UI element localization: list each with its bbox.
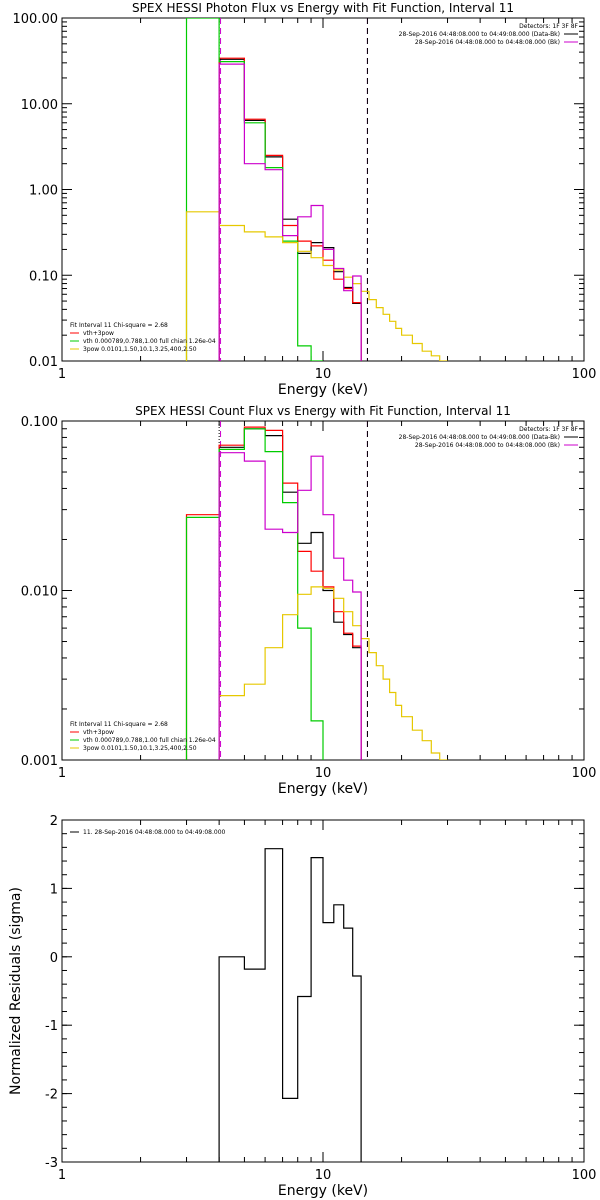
legend-left-entry: vth 0.000789,0.788,1.00 full chian 1.26e… xyxy=(83,737,216,744)
x-axis-label: Energy (keV) xyxy=(278,781,368,797)
series-1-line xyxy=(185,426,362,760)
x-tick-label: 10 xyxy=(315,1168,332,1183)
y-tick-label: -3 xyxy=(45,1156,58,1171)
chart-title: SPEX HESSI Photon Flux vs Energy with Fi… xyxy=(132,1,514,15)
y-tick-label: 100.00 xyxy=(13,12,59,27)
y-tick-label: 1 xyxy=(50,882,58,897)
series-0-line xyxy=(218,428,362,760)
y-tick-label: 0.001 xyxy=(21,754,58,769)
legend-fit-header: Fit Interval 11 Chi-square = 2.68 xyxy=(70,322,168,329)
panel-1: SPEX HESSI Photon Flux vs Energy with Fi… xyxy=(13,1,597,398)
legend-right-entry: 28-Sep-2016 04:48:08.000 to 04:48:08.000… xyxy=(415,442,560,449)
x-tick-label: 100 xyxy=(572,766,597,781)
legend-left-entry: 11. 28-Sep-2016 04:48:08.000 to 04:49:08… xyxy=(83,829,226,836)
y-tick-label: -1 xyxy=(45,1019,58,1034)
series-group xyxy=(185,426,448,760)
legend-left-entry: vth 0.000789,0.788,1.00 full chian 1.26e… xyxy=(83,338,216,345)
x-tick-label: 10 xyxy=(315,367,332,382)
y-tick-label: 0.100 xyxy=(21,415,58,430)
y-tick-label: 0.10 xyxy=(29,269,58,284)
series-2-line xyxy=(185,18,323,361)
y-tick-label: -2 xyxy=(45,1088,58,1103)
series-4-line xyxy=(218,63,362,361)
x-tick-label: 100 xyxy=(572,1168,597,1183)
x-tick-label: 100 xyxy=(572,367,597,382)
plot-frame xyxy=(61,17,585,362)
y-axis-label: Normalized Residuals (sigma) xyxy=(8,887,24,1095)
panel-3: 1 10 100 -3 -2 -1 0 1 2 Energy (keV) Normalized Re… xyxy=(8,814,596,1199)
y-tick-label: 2 xyxy=(50,814,58,829)
legend-fit-header: Fit Interval 11 Chi-square = 2.68 xyxy=(70,721,168,728)
panel-2: SPEX HESSI Count Flux vs Energy with Fit… xyxy=(21,404,597,797)
legend-left-entry: 3pow 0.0101,1.50,10.1,3.25,400,2.50 xyxy=(83,346,197,353)
x-tick-label: 1 xyxy=(58,766,66,781)
legend-left-entry: vth+3pow xyxy=(83,330,114,337)
series-group xyxy=(218,848,362,1162)
legend-detectors: Detectors: 1F 3F 8F xyxy=(519,23,578,30)
legend-left-entry: vth+3pow xyxy=(83,729,114,736)
y-tick-label: 10.00 xyxy=(21,98,58,113)
y-tick-label: 0.010 xyxy=(21,585,58,600)
series-group xyxy=(185,18,448,361)
y-tick-label: 1.00 xyxy=(29,184,58,199)
series-1-line xyxy=(218,57,362,361)
x-tick-label: 1 xyxy=(58,367,66,382)
y-tick-label: 0.01 xyxy=(29,355,58,370)
x-axis-label: Energy (keV) xyxy=(278,1183,368,1199)
x-tick-label: 1 xyxy=(58,1168,66,1183)
series-0-line xyxy=(218,848,362,1162)
series-3-line xyxy=(185,211,448,361)
y-tick-label: 0 xyxy=(50,951,58,966)
chart-title: SPEX HESSI Count Flux vs Energy with Fit… xyxy=(135,404,511,418)
legend-right-entry: 28-Sep-2016 04:48:08.000 to 04:49:08.000… xyxy=(399,434,560,441)
legend-right-entry: 28-Sep-2016 04:48:08.000 to 04:48:08.000… xyxy=(415,39,560,46)
x-tick-label: 10 xyxy=(315,766,332,781)
x-axis-label: Energy (keV) xyxy=(278,382,368,398)
series-0-line xyxy=(218,58,362,361)
legend-detectors: Detectors: 1F 3F 8F xyxy=(519,426,578,433)
series-4-line xyxy=(218,452,362,760)
legend-right-entry: 28-Sep-2016 04:48:08.000 to 04:49:08.000… xyxy=(399,31,560,38)
legend-left-entry: 3pow 0.0101,1.50,10.1,3.25,400,2.50 xyxy=(83,745,197,752)
